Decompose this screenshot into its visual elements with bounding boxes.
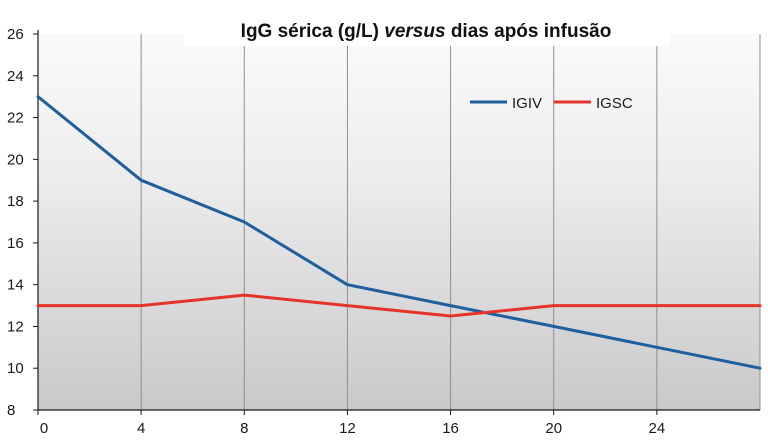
y-tick-label-16: 16 bbox=[7, 235, 24, 252]
y-tick-label-22: 22 bbox=[7, 110, 24, 127]
y-tick-label-26: 26 bbox=[7, 26, 24, 43]
x-tick-label-12: 12 bbox=[339, 420, 356, 437]
x-tick-label-16: 16 bbox=[442, 420, 459, 437]
title-background bbox=[184, 14, 670, 46]
y-axis-ticks: 8 10 12 14 16 18 20 22 24 26 bbox=[7, 26, 38, 419]
legend: IGIV IGSC bbox=[470, 95, 633, 112]
x-tick-label-0: 0 bbox=[40, 420, 48, 437]
y-tick-label-24: 24 bbox=[7, 68, 24, 85]
grid-lines bbox=[140, 34, 761, 410]
y-tick-label-14: 14 bbox=[7, 277, 24, 294]
y-tick-label-20: 20 bbox=[7, 151, 24, 168]
y-tick-label-10: 10 bbox=[7, 360, 24, 377]
x-tick-label-8: 8 bbox=[240, 420, 248, 437]
plot-background bbox=[38, 34, 760, 410]
series-line-igiv bbox=[36, 95, 762, 370]
x-axis-ticks: 0 4 8 12 16 20 24 bbox=[37, 410, 666, 437]
x-tick-label-4: 4 bbox=[137, 420, 145, 437]
legend-label-igiv: IGIV bbox=[512, 95, 542, 112]
x-tick-label-20: 20 bbox=[545, 420, 562, 437]
legend-label-igsc: IGSC bbox=[596, 95, 633, 112]
x-tick-label-24: 24 bbox=[649, 420, 666, 437]
y-tick-label-12: 12 bbox=[7, 318, 24, 335]
y-tick-label-18: 18 bbox=[7, 193, 24, 210]
chart-title: IgG sérica (g/L) versus dias após infusã… bbox=[241, 21, 612, 42]
series-line-igsc bbox=[36, 293, 762, 318]
axes bbox=[37, 30, 760, 411]
series-lines bbox=[36, 95, 762, 370]
y-tick-label-8: 8 bbox=[7, 402, 15, 419]
